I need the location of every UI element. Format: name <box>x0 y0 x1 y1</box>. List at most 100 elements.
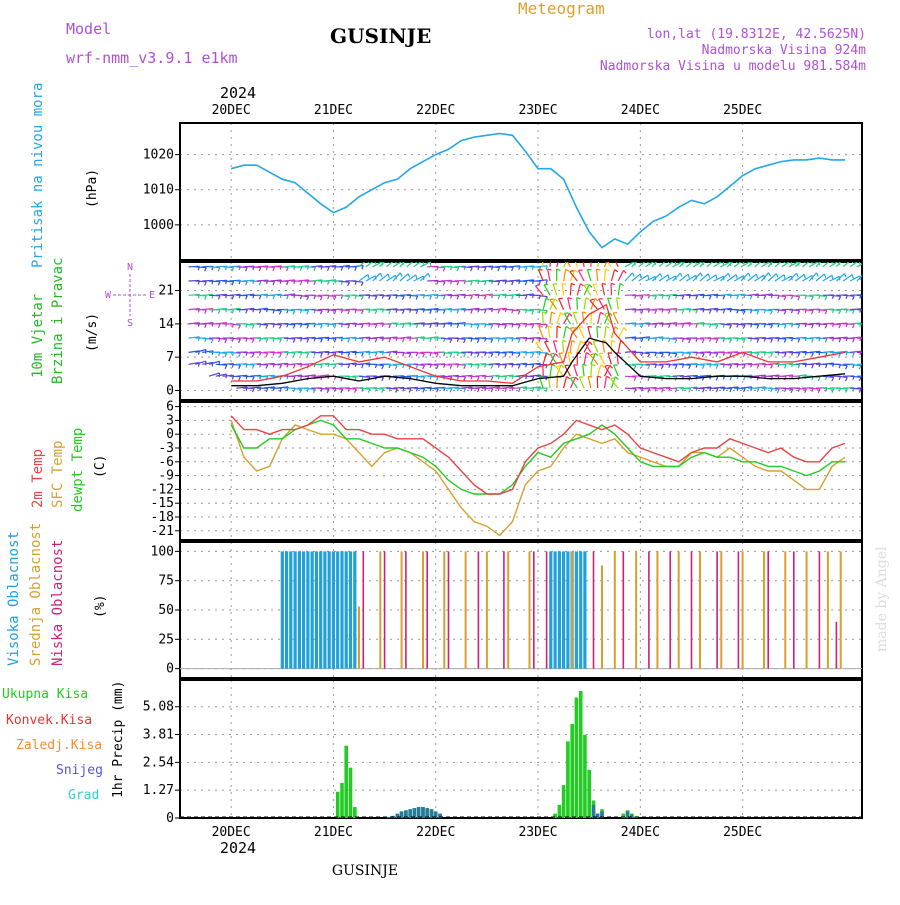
y-tick-label: 6 <box>166 400 174 415</box>
wind-barb-flag <box>396 389 398 393</box>
cloud-mid-bar <box>358 606 360 668</box>
cloud-mid-bar <box>635 551 637 668</box>
wind-barb <box>548 269 550 281</box>
wind-barb <box>189 374 200 376</box>
wind-barb-flag <box>730 325 732 329</box>
lonlat-label: lon,lat (19.8312E, 42.5625N) <box>647 27 866 42</box>
wind-barb-flag <box>561 365 564 368</box>
wind-barb-flag <box>334 325 336 329</box>
cloud-mid-bar <box>443 551 445 668</box>
wind-barb-flag <box>771 353 773 357</box>
wind-barb-flag <box>300 389 302 393</box>
wind-barb <box>625 273 633 281</box>
cloud-mid-bar <box>806 551 808 668</box>
wind-barb <box>564 269 566 281</box>
wind-barb <box>195 385 206 388</box>
wind-barb-flag <box>561 313 564 316</box>
wind-barb-flag <box>437 377 439 381</box>
y-tick-label: 75 <box>158 574 174 589</box>
cloud-high-bar <box>583 551 586 668</box>
wind-barb-flag <box>552 312 556 314</box>
wind-barb-flag <box>615 270 618 272</box>
wind-axis-subtitle: Brzina i Pravac <box>50 258 66 384</box>
wind-barb-flag <box>430 296 432 300</box>
wind-barb-flag <box>839 339 841 343</box>
wind-barb <box>543 312 544 324</box>
wind-barb <box>536 266 547 267</box>
wind-barb-flag <box>361 282 363 286</box>
wind-barb-flag <box>375 339 377 343</box>
wind-barb-flag <box>572 341 576 343</box>
cloud-high-bar <box>315 551 318 668</box>
wind-barb-flag <box>505 325 507 329</box>
wind-barb-flag <box>867 364 868 368</box>
wind-barb <box>536 310 547 311</box>
cloud-high-bar <box>558 551 561 668</box>
wind-barb-flag <box>570 271 574 272</box>
wind-barb-flag <box>743 339 745 343</box>
wind-barb-flag <box>505 339 507 343</box>
wind-barb-flag <box>232 296 234 300</box>
wind-barb-flag <box>348 296 350 300</box>
wind-barb-flag <box>716 365 718 369</box>
wind-barb-flag <box>817 273 819 277</box>
wind-barb <box>613 313 618 324</box>
wind-barb <box>543 353 546 365</box>
precip-total-bar <box>566 741 570 818</box>
wind-barb <box>536 295 547 296</box>
wind-barb-flag <box>361 296 363 300</box>
wind-barb <box>598 365 601 377</box>
wind-barb-flag <box>660 274 661 278</box>
wind-barb-flag <box>548 326 552 327</box>
wind-barb-flag <box>491 365 493 369</box>
wind-barb <box>209 385 219 389</box>
wind-barb-flag <box>321 339 323 343</box>
cloud-low-label: Niska Oblacnost <box>50 540 66 666</box>
cloud-low-bar <box>669 551 671 668</box>
wind-barb <box>536 286 544 295</box>
wind-barb-flag <box>428 273 430 277</box>
y-tick-label: 0 <box>166 662 174 677</box>
wind-barb <box>550 364 552 376</box>
wind-barb-flag <box>606 269 610 271</box>
wind-barb-flag <box>218 268 220 272</box>
wind-barb <box>536 280 547 281</box>
wind-barb-flag <box>471 282 473 286</box>
top-date-label: 23DEC <box>518 103 557 118</box>
wind-barb-flag <box>845 274 847 278</box>
y-tick-label: 0 <box>166 811 174 826</box>
wind-barb-flag <box>776 274 777 278</box>
wind-barb <box>591 364 592 376</box>
wind-barb <box>554 341 557 353</box>
wind-barb-flag <box>555 299 558 302</box>
cloud-mid-bar <box>507 551 509 668</box>
wind-barb-flag <box>307 339 309 343</box>
bottom-date-label: 22DEC <box>416 825 455 840</box>
cloud-mid-bar <box>401 551 403 668</box>
precip-unit: 1hr Precip (mm) <box>111 681 126 798</box>
wind-barb-flag <box>811 297 813 301</box>
bottom-date-label: 20DEC <box>212 825 251 840</box>
wind-barb-flag <box>477 339 479 343</box>
wind-barb-flag <box>784 311 786 315</box>
wind-barb-flag <box>280 365 282 369</box>
cloud-low-bar <box>384 551 386 668</box>
wind-barb <box>195 373 206 376</box>
wind-barb <box>593 341 597 352</box>
wind-barb-flag <box>615 327 618 330</box>
compass-south: S <box>127 318 133 329</box>
top-date-labels: 20DEC 21DEC 22DEC 23DEC 24DEC 25DEC <box>212 103 763 118</box>
wind-barb <box>599 354 604 365</box>
cloud-low-bar <box>593 551 595 668</box>
temperature-panel: 630-3-6-9-12-15-18-21 <box>151 400 862 540</box>
wind-barb-flag <box>590 354 594 355</box>
wind-barb-flag <box>457 268 459 272</box>
wind-barb-flag <box>688 274 689 278</box>
cloud-low-bar <box>819 551 821 668</box>
y-tick-label: -15 <box>151 496 174 511</box>
wind-barb-flag <box>273 267 275 271</box>
wind-barb-flag <box>471 268 473 272</box>
wind-barb <box>202 386 213 388</box>
wind-barb-flag <box>368 389 370 393</box>
